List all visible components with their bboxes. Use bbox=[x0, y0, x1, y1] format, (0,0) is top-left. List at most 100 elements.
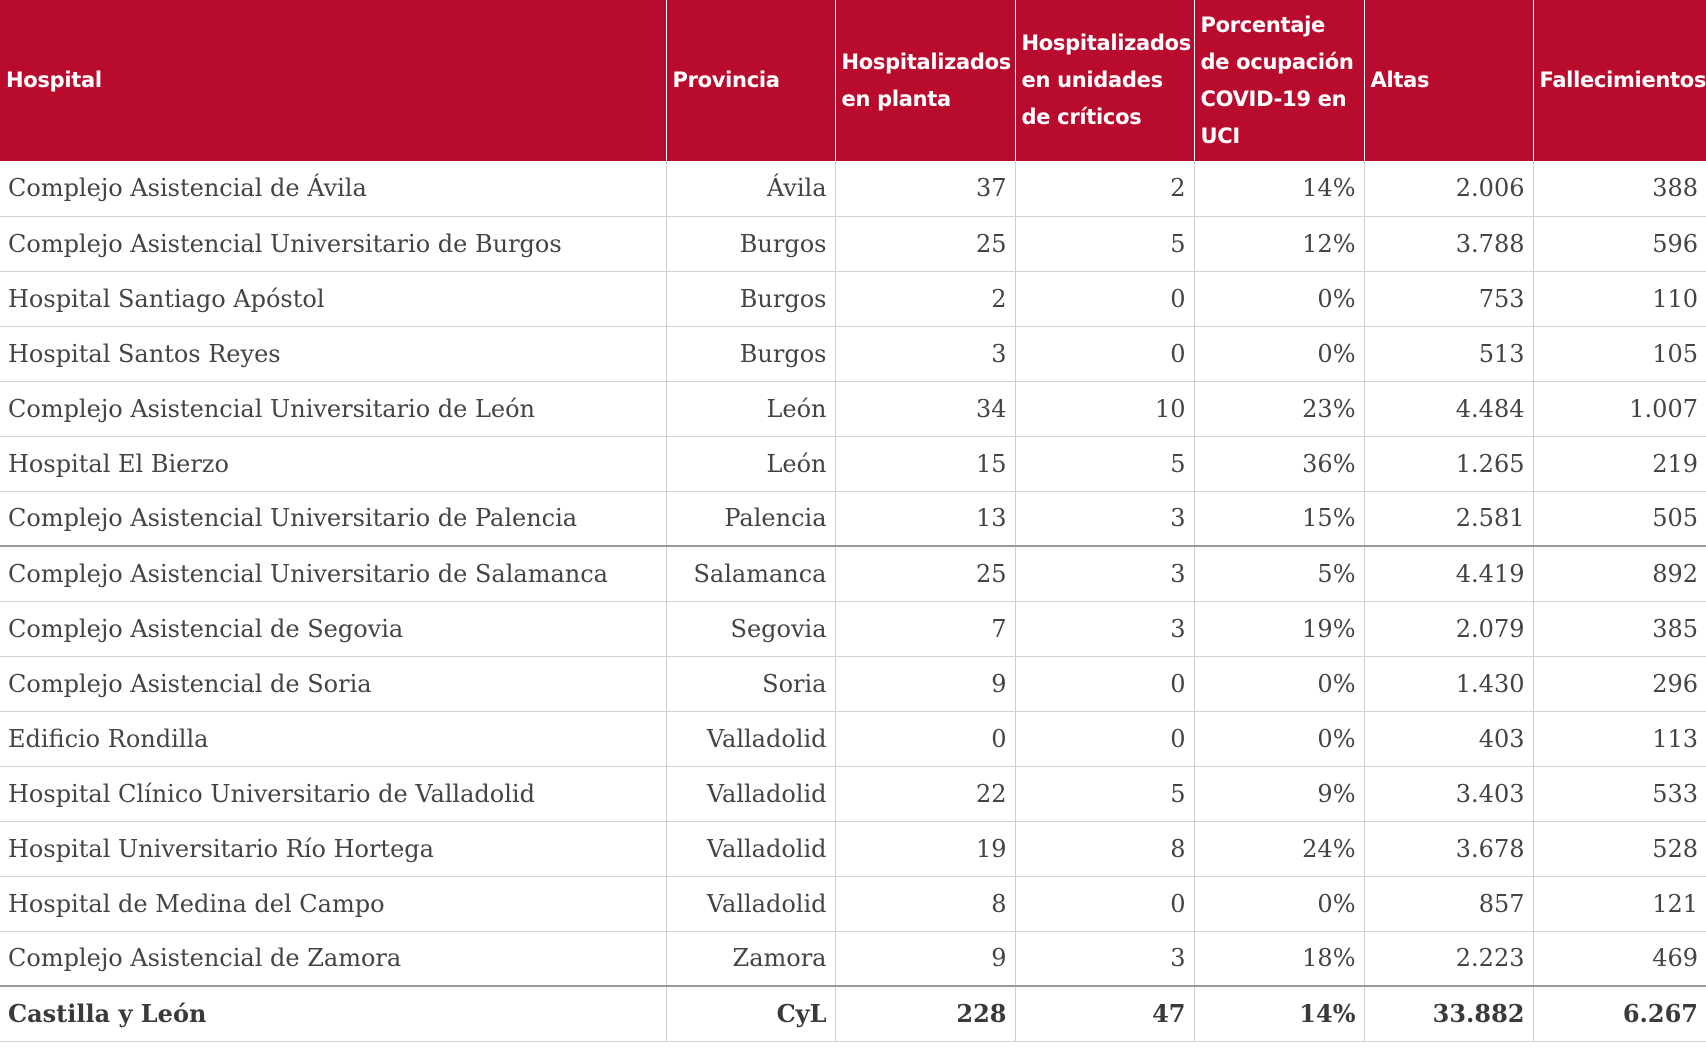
cell-altas: 3.678 bbox=[1364, 821, 1534, 877]
table-body: Complejo Asistencial de Ávila Ávila 37 2 14%… bbox=[0, 161, 1706, 1042]
cell-planta: 25 bbox=[835, 545, 1016, 602]
cell-criticos: 0 bbox=[1015, 711, 1195, 767]
cell-ocupacion: 15% bbox=[1194, 491, 1365, 547]
table-row: Hospital Santos Reyes Burgos 3 0 0% 513 105 bbox=[0, 326, 1706, 382]
table-row: Complejo Asistencial Universitario de Pa… bbox=[0, 491, 1706, 547]
cell-ocupacion: 18% bbox=[1194, 931, 1365, 987]
header-row: Hospital Provincia Hospitalizados en pla… bbox=[0, 0, 1706, 161]
cell-fallecimientos: 596 bbox=[1533, 216, 1706, 272]
cell-criticos: 3 bbox=[1015, 545, 1195, 602]
table-row: Complejo Asistencial Universitario de Sa… bbox=[0, 545, 1706, 602]
cell-planta: 9 bbox=[835, 656, 1016, 712]
cell-fallecimientos: 110 bbox=[1533, 271, 1706, 327]
cell-criticos: 0 bbox=[1015, 326, 1195, 382]
cell-provincia: Zamora bbox=[666, 931, 836, 987]
cell-fallecimientos: 121 bbox=[1533, 876, 1706, 932]
cell-ocupacion: 19% bbox=[1194, 601, 1365, 657]
cell-provincia: Valladolid bbox=[666, 766, 836, 822]
cell-hospital: Complejo Asistencial Universitario de Le… bbox=[0, 381, 667, 437]
cell-ocupacion: 9% bbox=[1194, 766, 1365, 822]
cell-ocupacion: 0% bbox=[1194, 876, 1365, 932]
cell-provincia: Burgos bbox=[666, 326, 836, 382]
cell-provincia: Burgos bbox=[666, 271, 836, 327]
cell-provincia: Salamanca bbox=[666, 545, 836, 602]
cell-planta: 13 bbox=[835, 491, 1016, 547]
table-row: Hospital Universitario Río Hortega Vallad… bbox=[0, 821, 1706, 877]
cell-criticos: 3 bbox=[1015, 931, 1195, 987]
cell-ocupacion: 5% bbox=[1194, 545, 1365, 602]
cell-provincia: León bbox=[666, 436, 836, 492]
cell-hospital: Hospital Clínico Universitario de Vallad… bbox=[0, 766, 667, 822]
cell-hospital: Complejo Asistencial Universitario de Pa… bbox=[0, 491, 667, 547]
cell-criticos: 5 bbox=[1015, 216, 1195, 272]
table-row: Complejo Asistencial de Ávila Ávila 37 2 14%… bbox=[0, 161, 1706, 217]
cell-hospital: Hospital Universitario Río Hortega bbox=[0, 821, 667, 877]
cell-provincia: Ávila bbox=[666, 161, 836, 217]
cell-planta: 2 bbox=[835, 271, 1016, 327]
cell-criticos: 3 bbox=[1015, 491, 1195, 547]
cell-altas: 3.788 bbox=[1364, 216, 1534, 272]
table-row: Hospital Santiago Apóstol Burgos 2 0 0% 753 11… bbox=[0, 271, 1706, 327]
cell-ocupacion: 0% bbox=[1194, 326, 1365, 382]
cell-criticos: 5 bbox=[1015, 766, 1195, 822]
cell-planta: 34 bbox=[835, 381, 1016, 437]
total-cell-hospital: Castilla y León bbox=[0, 985, 667, 1042]
cell-provincia: Soria bbox=[666, 656, 836, 712]
table-row: Edificio Rondilla Valladolid 0 0 0% 403 113 bbox=[0, 711, 1706, 767]
table-row: Hospital El Bierzo León 15 5 36% 1.265 219 bbox=[0, 436, 1706, 492]
cell-fallecimientos: 1.007 bbox=[1533, 381, 1706, 437]
cell-fallecimientos: 892 bbox=[1533, 545, 1706, 602]
cell-altas: 3.403 bbox=[1364, 766, 1534, 822]
cell-hospital: Complejo Asistencial de Soria bbox=[0, 656, 667, 712]
cell-criticos: 3 bbox=[1015, 601, 1195, 657]
header-ocupacion-uci: Porcentaje de ocupación COVID-19 en UCI bbox=[1194, 0, 1365, 161]
cell-planta: 7 bbox=[835, 601, 1016, 657]
cell-provincia: Palencia bbox=[666, 491, 836, 547]
cell-altas: 1.430 bbox=[1364, 656, 1534, 712]
cell-criticos: 0 bbox=[1015, 876, 1195, 932]
cell-ocupacion: 0% bbox=[1194, 711, 1365, 767]
cell-hospital: Complejo Asistencial de Zamora bbox=[0, 931, 667, 987]
table-row: Complejo Asistencial Universitario de Le… bbox=[0, 381, 1706, 437]
cell-hospital: Complejo Asistencial Universitario de Bu… bbox=[0, 216, 667, 272]
cell-ocupacion: 14% bbox=[1194, 161, 1365, 217]
table-row: Hospital Clínico Universitario de Vallad… bbox=[0, 766, 1706, 822]
cell-hospital: Hospital de Medina del Campo bbox=[0, 876, 667, 932]
cell-provincia: Valladolid bbox=[666, 711, 836, 767]
cell-criticos: 5 bbox=[1015, 436, 1195, 492]
cell-provincia: Valladolid bbox=[666, 821, 836, 877]
cell-fallecimientos: 219 bbox=[1533, 436, 1706, 492]
cell-planta: 25 bbox=[835, 216, 1016, 272]
cell-planta: 37 bbox=[835, 161, 1016, 217]
cell-fallecimientos: 113 bbox=[1533, 711, 1706, 767]
cell-fallecimientos: 505 bbox=[1533, 491, 1706, 547]
header-hospitalizados-criticos: Hospitalizados en unidades de críticos bbox=[1015, 0, 1195, 161]
cell-criticos: 10 bbox=[1015, 381, 1195, 437]
total-cell-altas: 33.882 bbox=[1364, 985, 1534, 1042]
header-altas: Altas bbox=[1364, 0, 1534, 161]
cell-planta: 3 bbox=[835, 326, 1016, 382]
cell-planta: 9 bbox=[835, 931, 1016, 987]
cell-criticos: 0 bbox=[1015, 271, 1195, 327]
cell-altas: 513 bbox=[1364, 326, 1534, 382]
cell-ocupacion: 12% bbox=[1194, 216, 1365, 272]
cell-fallecimientos: 528 bbox=[1533, 821, 1706, 877]
cell-hospital: Hospital Santos Reyes bbox=[0, 326, 667, 382]
cell-planta: 0 bbox=[835, 711, 1016, 767]
total-cell-criticos: 47 bbox=[1015, 985, 1195, 1042]
header-provincia: Provincia bbox=[666, 0, 836, 161]
cell-ocupacion: 23% bbox=[1194, 381, 1365, 437]
cell-ocupacion: 36% bbox=[1194, 436, 1365, 492]
cell-provincia: Burgos bbox=[666, 216, 836, 272]
header-hospital: Hospital bbox=[0, 0, 667, 161]
cell-hospital: Edificio Rondilla bbox=[0, 711, 667, 767]
cell-altas: 4.484 bbox=[1364, 381, 1534, 437]
total-cell-provincia: CyL bbox=[666, 985, 836, 1042]
cell-planta: 15 bbox=[835, 436, 1016, 492]
cell-altas: 753 bbox=[1364, 271, 1534, 327]
cell-ocupacion: 0% bbox=[1194, 656, 1365, 712]
table-row: Complejo Asistencial de Segovia Segovia 7 3… bbox=[0, 601, 1706, 657]
total-cell-fallecimientos: 6.267 bbox=[1533, 985, 1706, 1042]
table-row: Complejo Asistencial de Zamora Zamora 9 3 18… bbox=[0, 931, 1706, 987]
